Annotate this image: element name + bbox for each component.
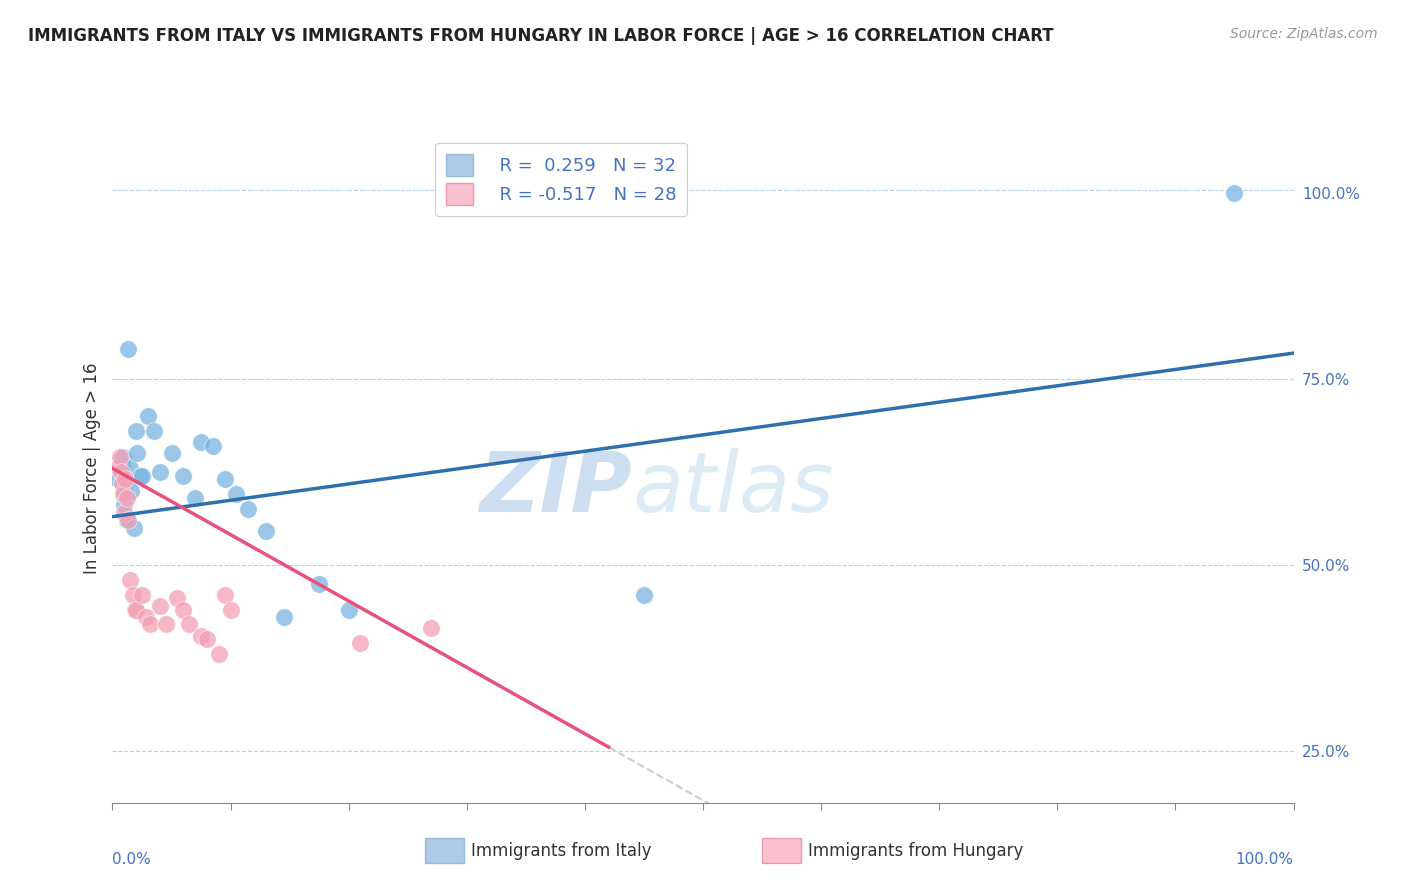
- Point: [225, 487, 247, 501]
- Point: [125, 424, 148, 438]
- Point: [120, 573, 142, 587]
- Point: [110, 465, 132, 479]
- Point: [139, 617, 162, 632]
- Text: Immigrants from Italy: Immigrants from Italy: [471, 842, 651, 860]
- Point: [112, 506, 135, 520]
- Point: [633, 588, 655, 602]
- Point: [120, 461, 142, 475]
- Point: [238, 502, 260, 516]
- Text: Immigrants from Hungary: Immigrants from Hungary: [808, 842, 1024, 860]
- Point: [112, 487, 135, 501]
- Y-axis label: In Labor Force | Age > 16: In Labor Force | Age > 16: [83, 362, 101, 574]
- Point: [420, 621, 443, 635]
- Point: [195, 632, 218, 647]
- Point: [121, 588, 143, 602]
- Point: [131, 588, 153, 602]
- Point: [122, 521, 145, 535]
- Point: [149, 599, 172, 613]
- Point: [111, 458, 134, 472]
- Point: [112, 483, 135, 498]
- Point: [208, 647, 231, 661]
- Point: [107, 473, 129, 487]
- Text: Source: ZipAtlas.com: Source: ZipAtlas.com: [1230, 27, 1378, 41]
- Point: [142, 424, 165, 438]
- Point: [135, 610, 157, 624]
- Point: [114, 473, 136, 487]
- Point: [111, 476, 134, 491]
- Point: [124, 602, 146, 616]
- Point: [166, 591, 188, 606]
- Point: [337, 602, 360, 616]
- Point: [110, 465, 132, 479]
- Point: [184, 491, 207, 505]
- Point: [149, 465, 172, 479]
- Text: 0.0%: 0.0%: [112, 852, 152, 867]
- Point: [127, 446, 149, 460]
- Point: [160, 446, 183, 460]
- Point: [172, 602, 194, 616]
- Point: [120, 483, 142, 498]
- Point: [117, 343, 139, 357]
- Point: [172, 468, 194, 483]
- Point: [112, 499, 135, 513]
- Point: [155, 617, 177, 632]
- Point: [115, 513, 138, 527]
- Point: [115, 491, 138, 505]
- Point: [136, 409, 159, 424]
- Point: [179, 617, 201, 632]
- Point: [349, 636, 371, 650]
- Point: [1223, 186, 1246, 201]
- Point: [128, 468, 150, 483]
- Point: [112, 450, 135, 465]
- Text: 100.0%: 100.0%: [1236, 852, 1294, 867]
- Point: [214, 588, 236, 602]
- Point: [254, 524, 277, 539]
- Legend:   R =  0.259   N = 32,   R = -0.517   N = 28: R = 0.259 N = 32, R = -0.517 N = 28: [436, 143, 688, 216]
- Point: [214, 473, 236, 487]
- Text: IMMIGRANTS FROM ITALY VS IMMIGRANTS FROM HUNGARY IN LABOR FORCE | AGE > 16 CORRE: IMMIGRANTS FROM ITALY VS IMMIGRANTS FROM…: [28, 27, 1053, 45]
- Point: [131, 468, 153, 483]
- Point: [117, 513, 139, 527]
- Text: ZIP: ZIP: [479, 448, 633, 529]
- Point: [273, 610, 295, 624]
- Point: [108, 450, 131, 465]
- Point: [190, 628, 212, 642]
- Point: [190, 435, 212, 450]
- Point: [308, 576, 330, 591]
- Point: [219, 602, 242, 616]
- Point: [201, 439, 224, 453]
- Point: [125, 602, 148, 616]
- Text: atlas: atlas: [633, 448, 834, 529]
- Point: [107, 461, 129, 475]
